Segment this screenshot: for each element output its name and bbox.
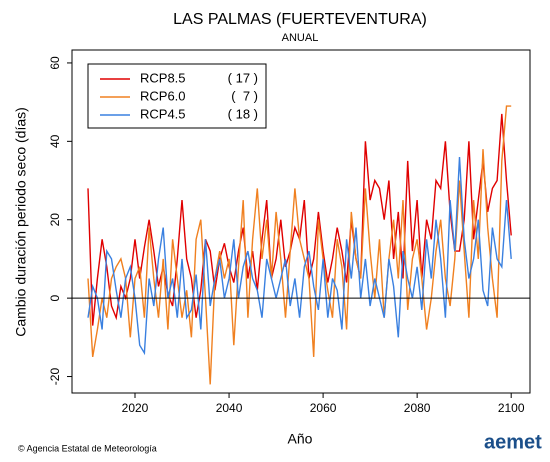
logo: aemet bbox=[484, 431, 542, 453]
chart-title: LAS PALMAS (FUERTEVENTURA) bbox=[173, 11, 427, 28]
x-tick-label: 2080 bbox=[404, 401, 431, 415]
legend-label: RCP4.5 bbox=[140, 106, 186, 121]
y-tick-label: 20 bbox=[48, 213, 62, 227]
legend-label: RCP6.0 bbox=[140, 88, 186, 103]
y-axis-label: Cambio duración periodo seco (días) bbox=[13, 107, 29, 337]
y-tick-label: 0 bbox=[48, 294, 62, 301]
y-tick-label: 60 bbox=[48, 56, 62, 70]
series-line bbox=[87, 156, 512, 356]
legend-count: ( 17 ) bbox=[228, 70, 258, 85]
legend-count: ( 7 ) bbox=[231, 88, 258, 103]
legend-count: ( 18 ) bbox=[228, 106, 258, 121]
chart-subtitle: ANUAL bbox=[282, 32, 319, 44]
footer: © Agencia Estatal de Meteorología bbox=[18, 443, 157, 453]
x-tick-label: 2040 bbox=[216, 401, 243, 415]
legend-box bbox=[87, 63, 267, 129]
y-tick-label: -20 bbox=[48, 368, 62, 386]
x-tick-label: 2020 bbox=[122, 401, 149, 415]
x-tick-label: 2060 bbox=[310, 401, 337, 415]
plot-frame bbox=[71, 49, 531, 394]
y-tick-label: 40 bbox=[48, 134, 62, 148]
series-line bbox=[87, 105, 512, 385]
x-axis-label: Año bbox=[288, 431, 313, 447]
x-tick-label: 2100 bbox=[498, 401, 525, 415]
legend-label: RCP8.5 bbox=[140, 70, 186, 85]
